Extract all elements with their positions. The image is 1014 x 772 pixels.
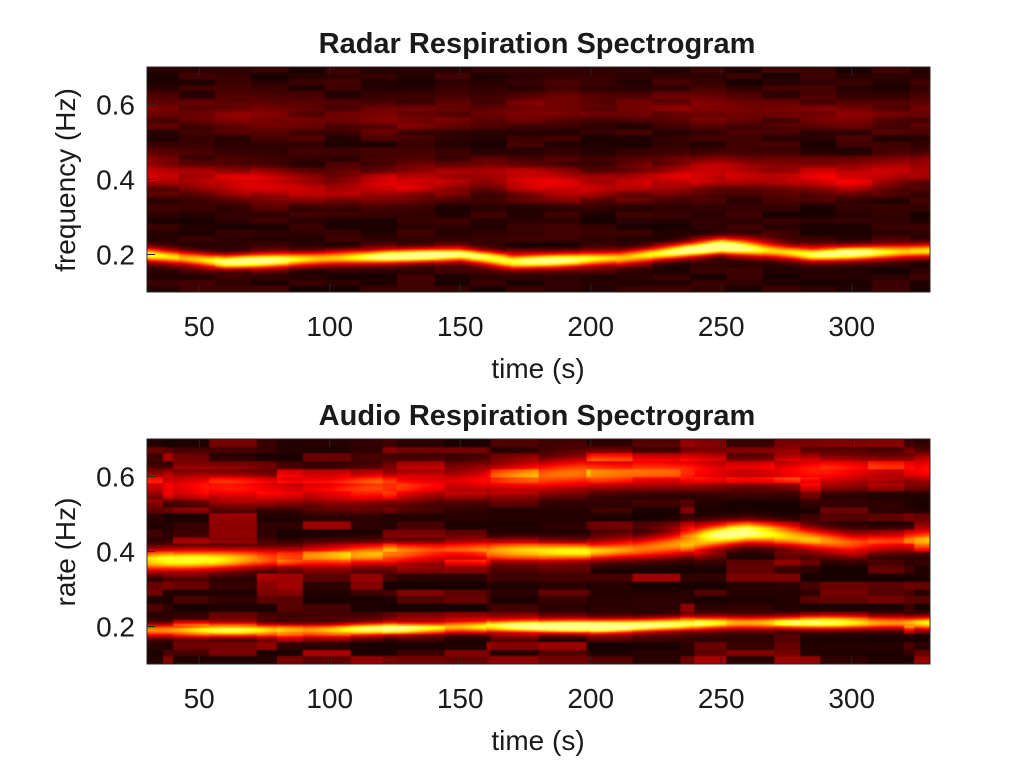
y-tick-label: 0.4 (96, 537, 135, 568)
y-tick-label: 0.4 (96, 165, 135, 196)
y-tick-label: 0.6 (96, 462, 135, 493)
y-tick-label: 0.6 (96, 90, 135, 121)
x-tick-label: 250 (698, 311, 745, 342)
x-tick-label: 250 (698, 683, 745, 714)
x-tick-label: 200 (567, 311, 614, 342)
y-tick-label: 0.2 (96, 240, 135, 271)
audio-spectrogram-panel: Audio Respiration Spectrogram 50 100 150 20… (50, 400, 931, 756)
y-ticks: 0.2 0.4 0.6 (96, 462, 155, 643)
x-tick-label: 150 (437, 311, 484, 342)
y-tick-label: 0.2 (96, 612, 135, 643)
y-ticks: 0.2 0.4 0.6 (96, 90, 155, 271)
chart-title: Radar Respiration Spectrogram (319, 28, 756, 60)
x-tick-label: 200 (567, 683, 614, 714)
x-axis-label: time (s) (491, 725, 584, 756)
x-tick-label: 50 (184, 311, 215, 342)
x-tick-label: 100 (306, 683, 353, 714)
y-axis-label: rate (Hz) (50, 498, 81, 607)
radar-spectrogram-panel: Radar Respiration Spectrogram 50 100 150 20… (50, 28, 931, 384)
chart-title: Audio Respiration Spectrogram (319, 400, 756, 432)
x-ticks: 50 100 150 200 250 300 (184, 439, 875, 714)
x-tick-label: 50 (184, 683, 215, 714)
x-tick-label: 100 (306, 311, 353, 342)
x-tick-label: 300 (828, 311, 875, 342)
x-tick-label: 150 (437, 683, 484, 714)
x-ticks: 50 100 150 200 250 300 (184, 67, 875, 342)
x-tick-label: 300 (828, 683, 875, 714)
spectrogram-heatmap (147, 67, 930, 292)
x-axis-label: time (s) (491, 353, 584, 384)
y-axis-label: frequency (Hz) (50, 88, 81, 272)
spectrogram-heatmap (147, 439, 930, 664)
